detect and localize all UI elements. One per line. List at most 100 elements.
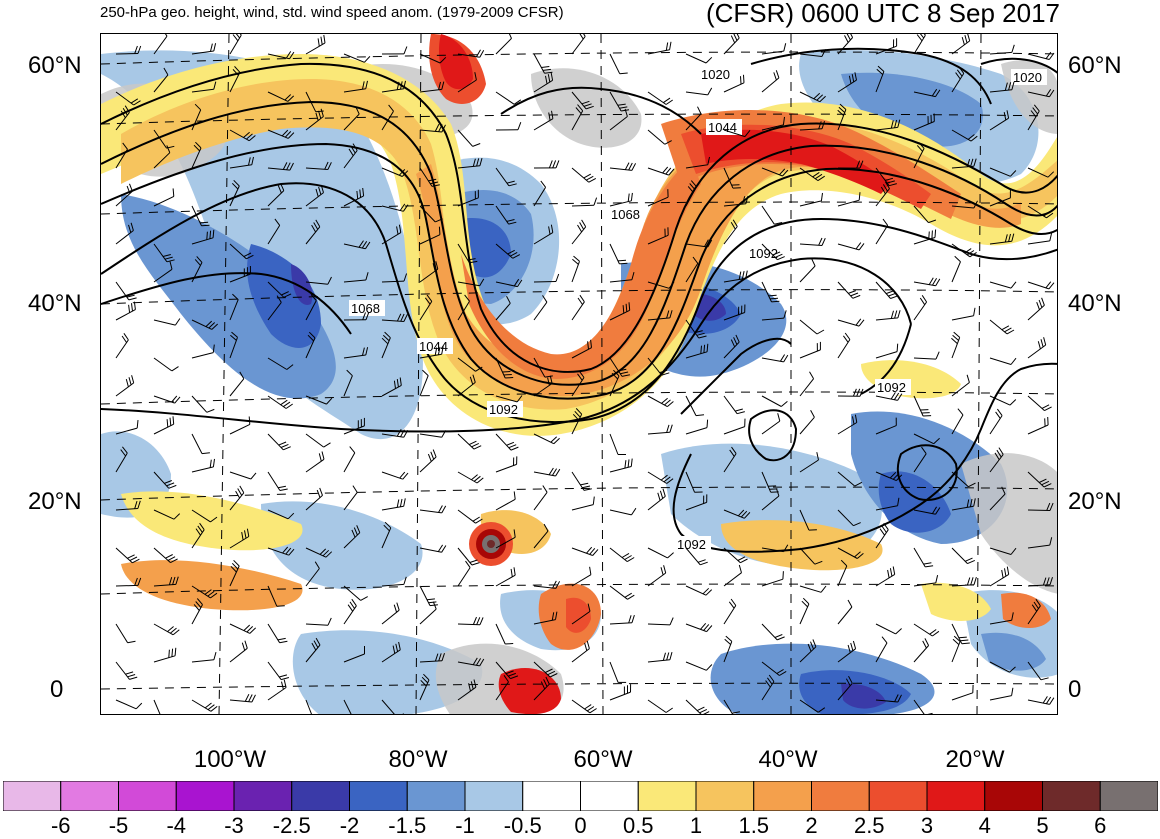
wind-barb-feather bbox=[321, 37, 322, 45]
wind-barb-feather bbox=[778, 413, 780, 421]
wind-barb-feather bbox=[882, 637, 887, 643]
wind-barb-feather bbox=[166, 555, 173, 559]
wind-barb-feather bbox=[505, 378, 513, 379]
wind-barb-feather bbox=[740, 559, 747, 563]
wind-barb-feather bbox=[210, 231, 211, 239]
colorbar-tick-label: -2 bbox=[340, 813, 360, 839]
wind-barb-feather bbox=[582, 486, 590, 488]
wind-barb-feather bbox=[172, 367, 179, 371]
wind-barb-feather bbox=[168, 557, 175, 561]
wind-barb-feather bbox=[628, 194, 629, 202]
wind-barb-shaft bbox=[572, 168, 589, 182]
wind-barb-feather bbox=[708, 88, 712, 95]
wind-barb-feather bbox=[666, 43, 667, 51]
wind-barb-feather bbox=[173, 188, 174, 196]
wind-barb-feather bbox=[670, 42, 671, 50]
wind-barb-feather bbox=[1037, 302, 1040, 310]
wind-barb-feather bbox=[666, 708, 673, 713]
wind-barb-feather bbox=[129, 305, 130, 313]
colorbar-cell bbox=[985, 781, 1043, 811]
colorbar-tick-label: 1 bbox=[690, 813, 702, 839]
wind-barb-shaft bbox=[610, 467, 631, 473]
wind-barb-feather bbox=[130, 557, 137, 561]
wind-barb-feather bbox=[967, 375, 969, 383]
colorbar-tick-label: -4 bbox=[166, 813, 186, 839]
wind-barb-feather bbox=[739, 565, 741, 573]
contour-label-1092-b: 1092 bbox=[489, 402, 518, 417]
wind-barb-shaft bbox=[838, 320, 859, 326]
wind-barb-feather bbox=[584, 489, 592, 491]
wind-barb-feather bbox=[848, 600, 852, 607]
wind-barb-feather bbox=[962, 643, 970, 644]
wind-barb-feather bbox=[661, 567, 663, 575]
wind-barb-shaft bbox=[952, 262, 961, 282]
wind-barb-feather bbox=[137, 420, 138, 428]
wind-barb-feather bbox=[322, 452, 324, 460]
wind-barb-feather bbox=[623, 305, 624, 313]
wind-barb-feather bbox=[848, 291, 856, 294]
wind-barb-feather bbox=[784, 355, 788, 362]
wind-barb-feather bbox=[1007, 567, 1008, 575]
colorbar-cell bbox=[292, 781, 350, 811]
wind-barb-shaft bbox=[724, 427, 745, 434]
colorbar-cell bbox=[696, 781, 754, 811]
wind-barb-feather bbox=[433, 450, 436, 457]
wind-barb-feather bbox=[774, 72, 777, 80]
wind-barb-feather bbox=[252, 695, 256, 702]
hurricane-vortex[interactable] bbox=[469, 522, 513, 566]
wind-barb-feather bbox=[469, 441, 476, 444]
wind-barb-feather bbox=[626, 304, 627, 312]
colorbar-cell bbox=[1043, 781, 1101, 811]
wind-barb-feather bbox=[618, 260, 626, 261]
lon-label-80w: 80°W bbox=[389, 746, 448, 774]
wind-barb-feather bbox=[777, 637, 784, 640]
wind-barb-feather bbox=[430, 605, 438, 606]
wind-barb-shaft bbox=[914, 624, 932, 636]
wind-barb-shaft bbox=[686, 92, 708, 95]
weather-map[interactable]: 1020 1044 1068 1092 1068 1044 1092 1092 … bbox=[100, 33, 1058, 715]
contour-label-1020-b: 1020 bbox=[1013, 70, 1042, 85]
wind-barb-feather bbox=[236, 491, 240, 498]
wind-barb-feather bbox=[1011, 282, 1016, 288]
wind-barb-feather bbox=[707, 420, 708, 428]
wind-barb-shaft bbox=[572, 36, 585, 54]
wind-barb-shaft bbox=[268, 662, 281, 680]
wind-barb-feather bbox=[213, 230, 214, 238]
wind-barb-feather bbox=[541, 67, 549, 68]
wind-barb-feather bbox=[173, 416, 174, 424]
wind-barb-feather bbox=[1012, 688, 1013, 696]
wind-barb-feather bbox=[925, 713, 933, 715]
wind-barb-feather bbox=[819, 238, 822, 245]
colorbar-tick-label: 4 bbox=[979, 813, 991, 839]
wind-barb-feather bbox=[429, 602, 437, 603]
wind-barb-shaft bbox=[686, 586, 706, 595]
contour-label-1068-a: 1068 bbox=[611, 207, 640, 222]
wind-barb-shaft bbox=[990, 696, 1012, 700]
wind-barb-shaft bbox=[116, 700, 136, 709]
wind-barb-feather bbox=[129, 377, 131, 385]
wind-barb-shaft bbox=[268, 396, 286, 409]
wind-barb-feather bbox=[629, 163, 633, 170]
wind-barb-feather bbox=[127, 555, 134, 559]
wind-barb-feather bbox=[580, 483, 588, 485]
wind-barb-feather bbox=[891, 296, 899, 299]
colorbar-tick-label: 3 bbox=[921, 813, 933, 839]
wind-barb-feather bbox=[1002, 326, 1009, 330]
lat-label-60n-left: 60°N bbox=[28, 52, 82, 80]
wind-barb-feather bbox=[936, 352, 939, 359]
wind-barb-feather bbox=[245, 641, 247, 649]
colorbar-tick-label: 1.5 bbox=[738, 813, 769, 839]
wind-barb-shaft bbox=[116, 662, 130, 679]
wind-barb-shaft bbox=[458, 434, 474, 449]
wind-barb-feather bbox=[1011, 358, 1016, 364]
wind-barb-feather bbox=[238, 489, 242, 496]
wind-barb-feather bbox=[895, 311, 897, 319]
wind-barb-shaft bbox=[800, 266, 815, 282]
wind-barb-feather bbox=[1045, 407, 1052, 411]
wind-barb-feather bbox=[670, 618, 673, 625]
wind-barb-feather bbox=[549, 468, 553, 475]
wind-barb-feather bbox=[130, 184, 133, 192]
wind-barb-feather bbox=[317, 490, 320, 498]
wind-barb-feather bbox=[473, 517, 480, 521]
wind-barb-feather bbox=[936, 279, 940, 286]
